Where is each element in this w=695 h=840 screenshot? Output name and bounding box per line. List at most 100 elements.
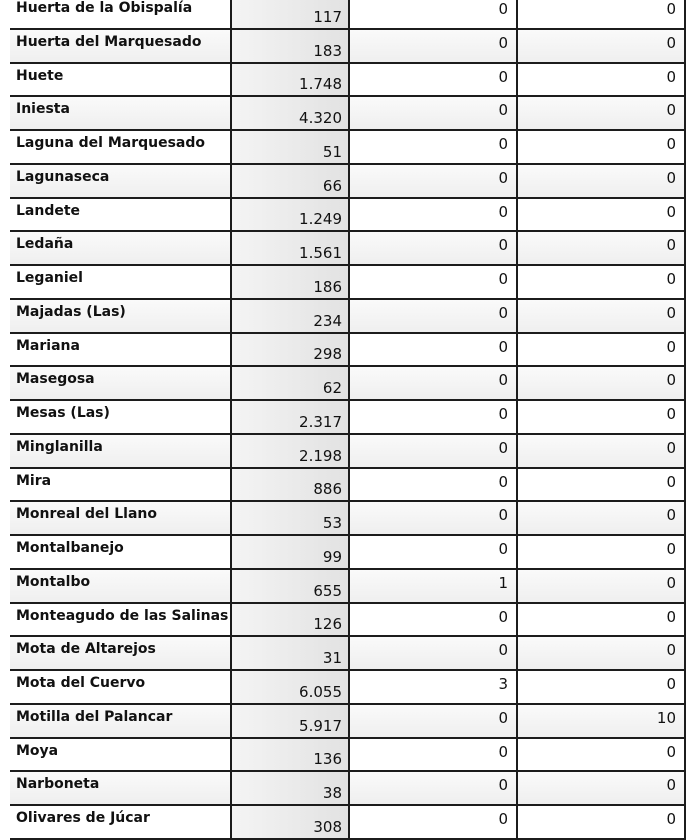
value-cell-2: 0 bbox=[518, 603, 686, 636]
value-cell-1: 0 bbox=[350, 63, 518, 96]
table-row: Mota del Cuervo 6.055 3 0 bbox=[10, 671, 686, 705]
population-cell: 1.249 bbox=[232, 198, 350, 231]
municipality-table: Huerta de la Obispalía 117 0 0 Huerta del Ma… bbox=[10, 0, 686, 840]
municipality-name-cell: Iniesta bbox=[10, 97, 232, 129]
table-row: Olivares de Júcar 308 0 0 bbox=[10, 806, 686, 840]
table-row: Narboneta 38 0 0 bbox=[10, 772, 686, 806]
municipality-name-cell: Laguna del Marquesado bbox=[10, 131, 232, 163]
value-cell-2: 0 bbox=[518, 772, 686, 804]
population-cell: 4.320 bbox=[232, 97, 350, 129]
municipality-name-cell: Leganiel bbox=[10, 266, 232, 298]
municipality-name-cell: Huete bbox=[10, 63, 232, 96]
table-row: Motilla del Palancar 5.917 0 10 bbox=[10, 704, 686, 739]
table-row: Mesas (Las) 2.317 0 0 bbox=[10, 401, 686, 435]
value-cell-1: 0 bbox=[350, 401, 518, 433]
population-cell: 183 bbox=[232, 29, 350, 62]
municipality-name-cell: Majadas (Las) bbox=[10, 299, 232, 332]
value-cell-2: 0 bbox=[518, 232, 686, 264]
population-cell: 62 bbox=[232, 367, 350, 399]
table-row: Minglanilla 2.198 0 0 bbox=[10, 434, 686, 469]
municipality-name-cell: Olivares de Júcar bbox=[10, 806, 232, 838]
table-row: Mota de Altarejos 31 0 0 bbox=[10, 637, 686, 671]
value-cell-2: 0 bbox=[518, 671, 686, 703]
population-cell: 298 bbox=[232, 333, 350, 366]
table-row: Huete 1.748 0 0 bbox=[10, 63, 686, 98]
population-cell: 53 bbox=[232, 502, 350, 534]
table-row: Monreal del Llano 53 0 0 bbox=[10, 502, 686, 536]
value-cell-1: 0 bbox=[350, 29, 518, 62]
population-cell: 5.917 bbox=[232, 704, 350, 737]
table-row: Landete 1.249 0 0 bbox=[10, 198, 686, 233]
population-cell: 2.198 bbox=[232, 434, 350, 467]
value-cell-2: 0 bbox=[518, 0, 686, 28]
value-cell-2: 0 bbox=[518, 266, 686, 298]
municipality-name-cell: Mariana bbox=[10, 333, 232, 366]
value-cell-1: 0 bbox=[350, 131, 518, 163]
value-cell-1: 0 bbox=[350, 232, 518, 264]
municipality-name-cell: Huerta del Marquesado bbox=[10, 29, 232, 62]
value-cell-2: 0 bbox=[518, 569, 686, 602]
municipality-name-cell: Monteagudo de las Salinas bbox=[10, 603, 232, 636]
value-cell-1: 0 bbox=[350, 536, 518, 568]
value-cell-1: 0 bbox=[350, 806, 518, 838]
table-row: Huerta del Marquesado 183 0 0 bbox=[10, 29, 686, 64]
municipality-name-cell: Mota del Cuervo bbox=[10, 671, 232, 703]
table-row: Mariana 298 0 0 bbox=[10, 333, 686, 368]
value-cell-2: 0 bbox=[518, 164, 686, 197]
table-row: Montalbo 655 1 0 bbox=[10, 569, 686, 604]
value-cell-1: 0 bbox=[350, 198, 518, 231]
value-cell-1: 0 bbox=[350, 738, 518, 771]
value-cell-1: 1 bbox=[350, 569, 518, 602]
value-cell-1: 0 bbox=[350, 333, 518, 366]
municipality-name-cell: Mesas (Las) bbox=[10, 401, 232, 433]
municipality-name-cell: Lagunaseca bbox=[10, 164, 232, 197]
population-cell: 38 bbox=[232, 772, 350, 804]
population-cell: 308 bbox=[232, 806, 350, 838]
municipality-name-cell: Monreal del Llano bbox=[10, 502, 232, 534]
population-cell: 66 bbox=[232, 164, 350, 197]
value-cell-2: 0 bbox=[518, 468, 686, 501]
value-cell-2: 0 bbox=[518, 401, 686, 433]
value-cell-2: 0 bbox=[518, 434, 686, 467]
population-cell: 186 bbox=[232, 266, 350, 298]
value-cell-2: 0 bbox=[518, 131, 686, 163]
table-row: Laguna del Marquesado 51 0 0 bbox=[10, 131, 686, 165]
value-cell-1: 3 bbox=[350, 671, 518, 703]
value-cell-1: 0 bbox=[350, 704, 518, 737]
value-cell-1: 0 bbox=[350, 367, 518, 399]
value-cell-1: 0 bbox=[350, 97, 518, 129]
table-row: Lagunaseca 66 0 0 bbox=[10, 164, 686, 199]
population-cell: 51 bbox=[232, 131, 350, 163]
municipality-name-cell: Mira bbox=[10, 468, 232, 501]
value-cell-2: 0 bbox=[518, 97, 686, 129]
value-cell-2: 0 bbox=[518, 299, 686, 332]
value-cell-2: 0 bbox=[518, 333, 686, 366]
table-row: Leganiel 186 0 0 bbox=[10, 266, 686, 300]
value-cell-2: 0 bbox=[518, 738, 686, 771]
municipality-name-cell: Motilla del Palancar bbox=[10, 704, 232, 737]
value-cell-1: 0 bbox=[350, 434, 518, 467]
value-cell-2: 0 bbox=[518, 198, 686, 231]
municipality-name-cell: Moya bbox=[10, 738, 232, 771]
value-cell-2: 0 bbox=[518, 502, 686, 534]
municipality-name-cell: Masegosa bbox=[10, 367, 232, 399]
population-cell: 1.748 bbox=[232, 63, 350, 96]
value-cell-2: 0 bbox=[518, 367, 686, 399]
municipality-name-cell: Montalbanejo bbox=[10, 536, 232, 568]
value-cell-1: 0 bbox=[350, 637, 518, 669]
municipality-name-cell: Minglanilla bbox=[10, 434, 232, 467]
value-cell-2: 0 bbox=[518, 29, 686, 62]
table-row: Mira 886 0 0 bbox=[10, 468, 686, 503]
value-cell-1: 0 bbox=[350, 0, 518, 28]
population-cell: 655 bbox=[232, 569, 350, 602]
value-cell-1: 0 bbox=[350, 299, 518, 332]
population-cell: 126 bbox=[232, 603, 350, 636]
population-cell: 2.317 bbox=[232, 401, 350, 433]
population-cell: 234 bbox=[232, 299, 350, 332]
table-row: Monteagudo de las Salinas 126 0 0 bbox=[10, 603, 686, 638]
population-cell: 99 bbox=[232, 536, 350, 568]
table-row: Ledaña 1.561 0 0 bbox=[10, 232, 686, 266]
municipality-name-cell: Landete bbox=[10, 198, 232, 231]
value-cell-1: 0 bbox=[350, 603, 518, 636]
table-row: Masegosa 62 0 0 bbox=[10, 367, 686, 401]
